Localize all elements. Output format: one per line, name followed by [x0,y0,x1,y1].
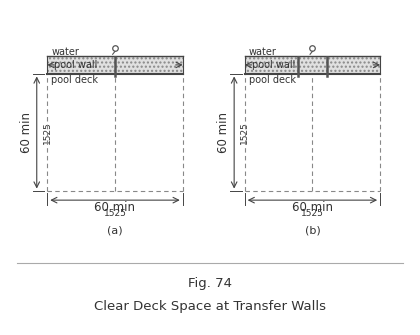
Text: water: water [249,47,276,57]
Bar [245,56,380,74]
Text: 60 min: 60 min [20,112,33,153]
Text: Clear Deck Space at Transfer Walls: Clear Deck Space at Transfer Walls [94,300,326,313]
Text: 1525: 1525 [104,209,126,218]
Text: pool wall: pool wall [54,60,97,70]
Text: (b): (b) [304,225,320,235]
Bar [47,56,183,74]
Text: pool wall: pool wall [252,60,295,70]
Text: 60 min: 60 min [94,201,136,214]
Text: pool deck: pool deck [249,75,296,85]
Text: 60 min: 60 min [217,112,230,153]
Text: (a): (a) [107,225,123,235]
Text: water: water [51,47,79,57]
Text: 60 min: 60 min [292,201,333,214]
Text: pool deck: pool deck [51,75,98,85]
Text: 1525: 1525 [240,121,249,144]
Text: 1525: 1525 [301,209,324,218]
Text: 1525: 1525 [42,121,52,144]
Text: Fig. 74: Fig. 74 [188,277,232,289]
